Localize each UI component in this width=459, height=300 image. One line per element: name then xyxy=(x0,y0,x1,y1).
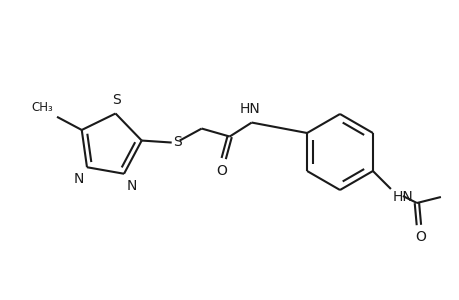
Text: HN: HN xyxy=(239,101,259,116)
Text: N: N xyxy=(73,172,84,186)
Text: HN: HN xyxy=(392,190,413,204)
Text: S: S xyxy=(172,134,181,148)
Text: N: N xyxy=(127,179,137,193)
Text: O: O xyxy=(414,230,425,244)
Text: CH₃: CH₃ xyxy=(31,101,53,114)
Text: O: O xyxy=(216,164,227,178)
Text: S: S xyxy=(112,94,121,107)
